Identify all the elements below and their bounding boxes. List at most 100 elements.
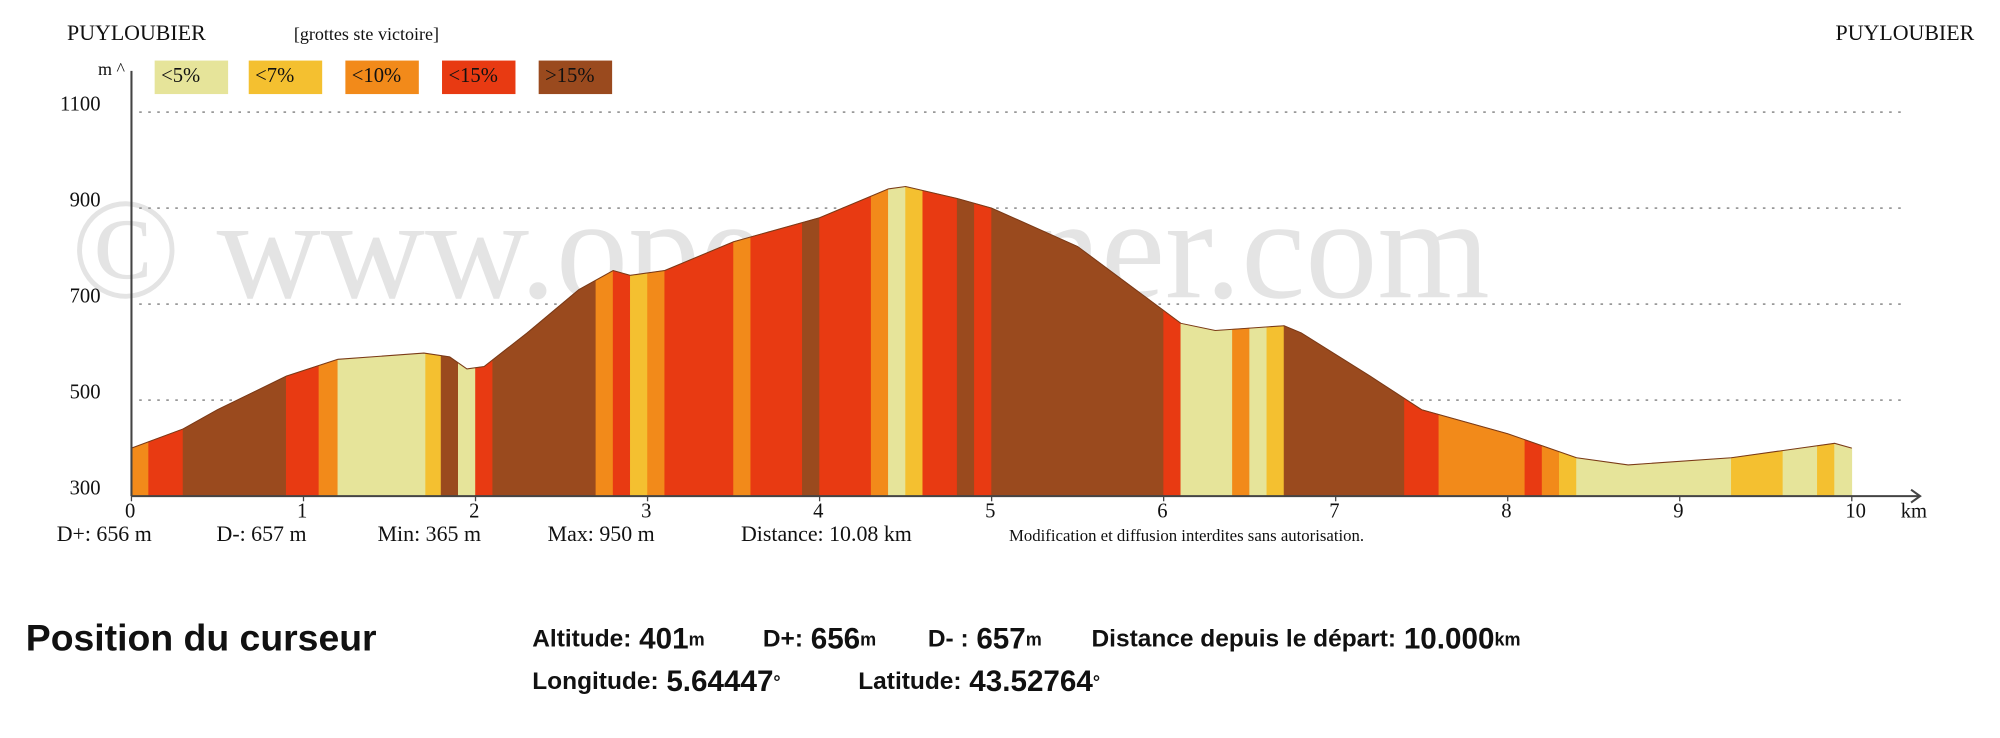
slope-segment	[647, 270, 666, 497]
y-tick-label: 500	[70, 381, 101, 403]
slope-segment	[1283, 325, 1405, 497]
cursor-value: 656	[811, 622, 860, 655]
slope-segment	[425, 352, 442, 497]
cursor-value: 657	[976, 622, 1025, 655]
slope-segment	[974, 202, 992, 497]
slope-segment	[1524, 439, 1543, 497]
stat: Max: 950 m	[548, 521, 655, 546]
slope-segment	[733, 236, 752, 497]
x-tick-label: 8	[1501, 501, 1511, 523]
slope-segment	[819, 195, 872, 497]
x-tick-label: 1	[297, 501, 307, 523]
cursor-value: 401	[639, 622, 688, 655]
cursor-label: D+:	[763, 626, 803, 653]
slope-segment	[1834, 442, 1853, 497]
slope-segment	[956, 198, 975, 497]
legend-label: <10%	[352, 65, 401, 87]
legend-swatch	[538, 60, 613, 95]
slope-segment	[337, 352, 426, 497]
x-tick-label: 3	[641, 501, 651, 523]
legend-swatch	[442, 60, 516, 95]
stat: Distance: 10.08 km	[741, 521, 912, 546]
cursor-field: Longitude: 5.64447°	[532, 665, 780, 698]
slope-segment	[888, 186, 906, 497]
slope-segment	[1541, 445, 1560, 497]
cursor-value: 5.64447	[666, 665, 773, 698]
slope-segment	[1731, 450, 1784, 497]
end-label: PUYLOUBIER	[1836, 20, 1975, 45]
start-label: PUYLOUBIER	[67, 20, 206, 45]
cursor-unit: m	[860, 629, 876, 649]
cursor-unit: m	[689, 629, 705, 649]
y-tick-label: 700	[70, 285, 101, 307]
slope-segment	[1163, 309, 1182, 497]
foreground: PUYLOUBIER [grottes ste victoire] PUYLOU…	[26, 20, 1975, 698]
slope-segment	[458, 362, 476, 497]
x-tick-label: 5	[985, 501, 995, 523]
slope-segment	[595, 269, 614, 497]
y-axis-label: m ^	[98, 59, 126, 79]
slope-segment	[664, 241, 734, 497]
slope-segment	[905, 186, 924, 497]
cursor-unit: °	[773, 672, 780, 692]
x-tick-label: 10	[1845, 501, 1866, 523]
x-tick-label: 2	[469, 501, 479, 523]
legend-swatch	[248, 60, 323, 95]
legend-label: >15%	[545, 65, 594, 87]
cursor-field: Distance depuis le départ: 10.000km	[1091, 622, 1520, 655]
grid	[139, 111, 1905, 402]
x-tick-label: 9	[1673, 501, 1683, 523]
cursor-label: D- :	[928, 626, 969, 653]
legend-label: <7%	[255, 65, 294, 87]
x-axis-label: km	[1901, 501, 1927, 523]
x-tick-label: 0	[125, 501, 135, 523]
stat: D+: 656 m	[57, 521, 152, 546]
cursor-value: 43.52764	[969, 665, 1093, 698]
stat: Min: 365 m	[378, 521, 481, 546]
cursor-field: D- : 657m	[928, 622, 1042, 655]
slope-segment	[1232, 327, 1250, 497]
cursor-label: Latitude:	[858, 668, 961, 695]
cursor-label: Distance depuis le départ:	[1091, 626, 1396, 653]
legend-label: <5%	[161, 65, 200, 87]
cursor-value: 10.000	[1404, 622, 1495, 655]
profile-line	[131, 185, 1852, 466]
slope-segment	[1559, 451, 1577, 497]
x-tick-label: 7	[1329, 501, 1339, 523]
cursor-field: D+: 656m	[763, 622, 876, 655]
cursor-title: Position du curseur	[26, 616, 377, 658]
cursor-unit: m	[1026, 629, 1042, 649]
cursor-field: Altitude: 401m	[532, 622, 704, 655]
slope-segment	[148, 428, 184, 497]
slope-segment	[1266, 325, 1285, 497]
slope-segment	[440, 355, 459, 497]
legend-label: <15%	[448, 65, 497, 87]
slope-segment	[182, 375, 287, 497]
cursor-field: Latitude: 43.52764°	[858, 665, 1100, 698]
slope-segment	[750, 222, 803, 497]
subtitle: [grottes ste victoire]	[294, 24, 439, 44]
y-tick-label: 300	[70, 477, 101, 499]
slope-segment	[318, 358, 339, 497]
note: Modification et diffusion interdites san…	[1009, 526, 1364, 545]
slope-segment	[802, 217, 820, 497]
slope-segment	[285, 365, 320, 497]
slope-segment	[870, 188, 889, 497]
x-axis-arrow	[1910, 488, 1922, 504]
slope-segment	[1249, 326, 1268, 497]
stat: D-: 657 m	[217, 521, 307, 546]
slope-segment	[1782, 445, 1818, 497]
x-tick-label: 6	[1157, 501, 1167, 523]
slope-segment	[475, 359, 494, 497]
profile-area	[131, 185, 1853, 497]
slope-segment	[1180, 322, 1233, 497]
slope-segment	[131, 441, 149, 497]
slope-segment	[630, 272, 648, 497]
x-tick-label: 4	[813, 501, 823, 523]
cursor-label: Longitude:	[532, 668, 658, 695]
slope-segment	[922, 190, 958, 497]
cursor-label: Altitude:	[532, 626, 631, 653]
